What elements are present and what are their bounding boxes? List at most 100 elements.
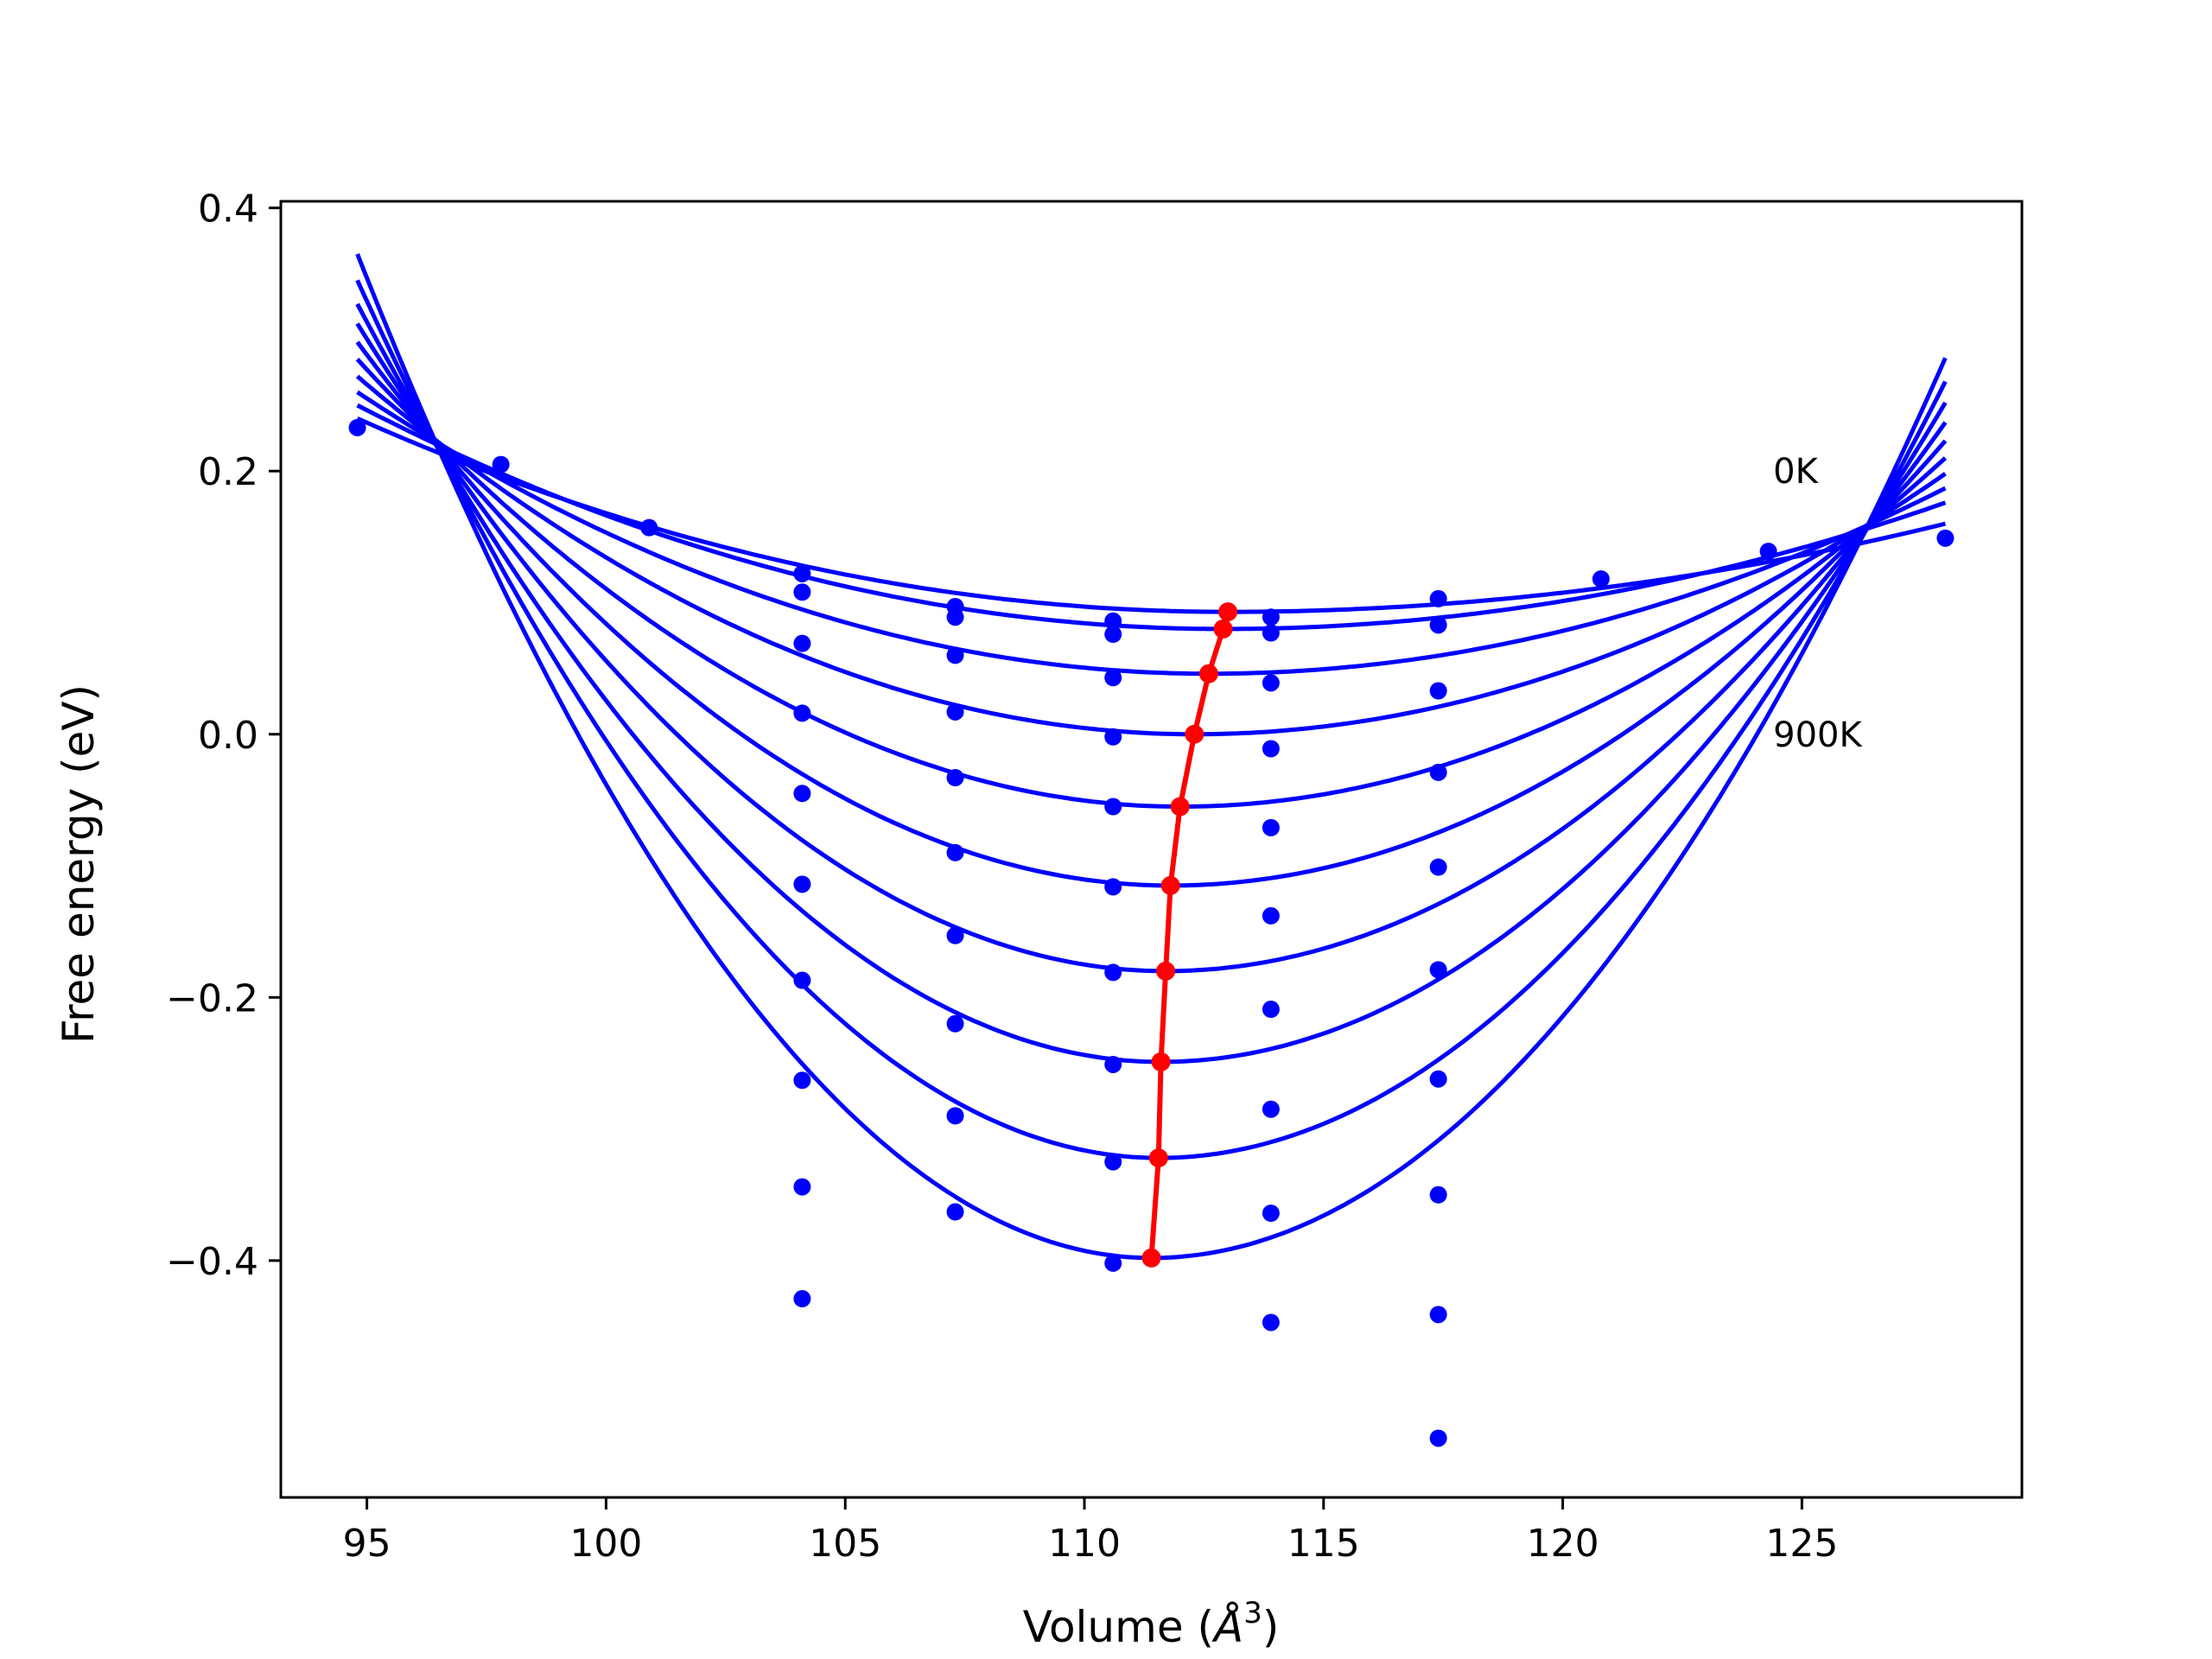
x-tick-label-0: 95 bbox=[343, 1522, 391, 1566]
data-point-41 bbox=[1262, 1205, 1280, 1223]
x-tick-label-6: 125 bbox=[1765, 1522, 1838, 1566]
data-point-14 bbox=[946, 608, 964, 626]
y-axis-ticks: 0.4 0.2 0.0 −0.2 −0.4 bbox=[166, 188, 281, 1284]
data-point-38 bbox=[1262, 906, 1280, 925]
data-point-35 bbox=[1262, 674, 1280, 692]
minimum-point-6 bbox=[1185, 724, 1205, 744]
data-point-11 bbox=[793, 1178, 811, 1196]
data-point-51 bbox=[1429, 1306, 1447, 1324]
annotation-1: 900K bbox=[1773, 715, 1863, 755]
fit-curve-6 bbox=[355, 374, 1947, 737]
fit-curve-3 bbox=[355, 322, 1948, 974]
data-point-28 bbox=[1104, 878, 1122, 896]
data-point-55 bbox=[1936, 529, 1955, 547]
data-point-36 bbox=[1262, 740, 1280, 758]
data-point-30 bbox=[1104, 1055, 1122, 1073]
data-point-32 bbox=[1104, 1254, 1122, 1272]
minimum-point-4 bbox=[1160, 875, 1180, 895]
data-point-19 bbox=[946, 926, 964, 944]
data-point-2 bbox=[640, 518, 658, 537]
y-axis-label: Free energy (eV) bbox=[54, 684, 104, 1044]
x-axis-label-symbol: Å bbox=[1211, 1602, 1243, 1652]
y-tick-label-0: 0.4 bbox=[198, 188, 258, 232]
data-point-0 bbox=[348, 418, 366, 436]
curve-annotations: 0K 900K bbox=[1773, 452, 1863, 755]
data-point-45 bbox=[1429, 682, 1447, 700]
data-point-44 bbox=[1429, 616, 1447, 634]
minima-line bbox=[1141, 602, 1238, 1268]
data-point-9 bbox=[793, 971, 811, 989]
minimum-point-2 bbox=[1151, 1052, 1171, 1071]
data-point-50 bbox=[1429, 1185, 1447, 1204]
annotation-0: 0K bbox=[1773, 452, 1819, 492]
x-axis-label-superscript: 3 bbox=[1243, 1596, 1262, 1630]
data-point-4 bbox=[793, 583, 811, 601]
x-axis-label-text: Volume ( bbox=[1023, 1602, 1214, 1652]
x-tick-label-3: 110 bbox=[1048, 1522, 1121, 1566]
data-point-17 bbox=[946, 769, 964, 787]
data-point-23 bbox=[1104, 612, 1122, 630]
x-tick-label-5: 120 bbox=[1527, 1522, 1599, 1566]
data-point-8 bbox=[793, 875, 811, 893]
data-point-34 bbox=[1262, 624, 1280, 642]
data-point-12 bbox=[793, 1290, 811, 1308]
data-point-40 bbox=[1262, 1100, 1280, 1118]
data-point-31 bbox=[1104, 1153, 1122, 1171]
minimum-point-0 bbox=[1141, 1248, 1161, 1268]
x-tick-label-2: 105 bbox=[809, 1522, 881, 1566]
minimum-point-8 bbox=[1213, 619, 1233, 639]
minimum-point-1 bbox=[1148, 1148, 1168, 1168]
data-point-39 bbox=[1262, 1001, 1280, 1019]
x-axis-ticks: 95 100 105 110 115 120 125 bbox=[343, 1497, 1838, 1566]
data-point-3 bbox=[793, 564, 811, 582]
fit-curve-4 bbox=[355, 340, 1948, 888]
data-point-27 bbox=[1104, 798, 1122, 816]
x-tick-label-1: 100 bbox=[569, 1522, 642, 1566]
data-point-52 bbox=[1429, 1429, 1447, 1447]
fit-curve-2 bbox=[355, 302, 1948, 1065]
y-tick-label-3: −0.2 bbox=[166, 976, 258, 1020]
data-point-18 bbox=[946, 843, 964, 861]
data-point-37 bbox=[1262, 818, 1280, 836]
x-tick-label-4: 115 bbox=[1287, 1522, 1360, 1566]
data-point-25 bbox=[1104, 669, 1122, 687]
data-point-43 bbox=[1429, 589, 1447, 607]
data-point-7 bbox=[793, 785, 811, 803]
minima-connector bbox=[1148, 611, 1230, 1259]
data-point-15 bbox=[946, 646, 964, 664]
data-point-1 bbox=[492, 455, 510, 474]
minimum-point-5 bbox=[1170, 797, 1190, 817]
data-point-5 bbox=[793, 634, 811, 652]
data-point-49 bbox=[1429, 1070, 1447, 1088]
data-point-47 bbox=[1429, 858, 1447, 876]
data-point-53 bbox=[1592, 570, 1610, 588]
data-point-29 bbox=[1104, 963, 1122, 982]
data-point-6 bbox=[793, 704, 811, 722]
minimum-point-3 bbox=[1156, 961, 1176, 981]
data-point-42 bbox=[1262, 1313, 1280, 1332]
data-point-10 bbox=[793, 1071, 811, 1090]
data-point-20 bbox=[946, 1014, 964, 1033]
data-point-48 bbox=[1429, 961, 1447, 979]
data-point-21 bbox=[946, 1107, 964, 1125]
x-axis-label-close: ) bbox=[1262, 1602, 1280, 1652]
fit-curve-7 bbox=[356, 390, 1947, 677]
y-tick-label-4: −0.4 bbox=[166, 1240, 258, 1284]
data-point-22 bbox=[946, 1203, 964, 1221]
minimum-point-7 bbox=[1198, 664, 1218, 683]
data-points bbox=[348, 418, 1955, 1447]
y-tick-label-2: 0.0 bbox=[198, 714, 258, 758]
axes-frame bbox=[279, 200, 2024, 1499]
y-tick-label-1: 0.2 bbox=[198, 450, 258, 494]
minimum-point-9 bbox=[1218, 602, 1238, 622]
data-point-46 bbox=[1429, 763, 1447, 781]
data-point-16 bbox=[946, 702, 964, 721]
fit-curve-9 bbox=[356, 416, 1947, 614]
data-point-24 bbox=[1104, 626, 1122, 644]
data-point-33 bbox=[1262, 608, 1280, 626]
data-point-26 bbox=[1104, 728, 1122, 746]
fit-curve-5 bbox=[355, 358, 1948, 809]
x-axis-label: Volume (Å3) bbox=[1023, 1596, 1280, 1652]
